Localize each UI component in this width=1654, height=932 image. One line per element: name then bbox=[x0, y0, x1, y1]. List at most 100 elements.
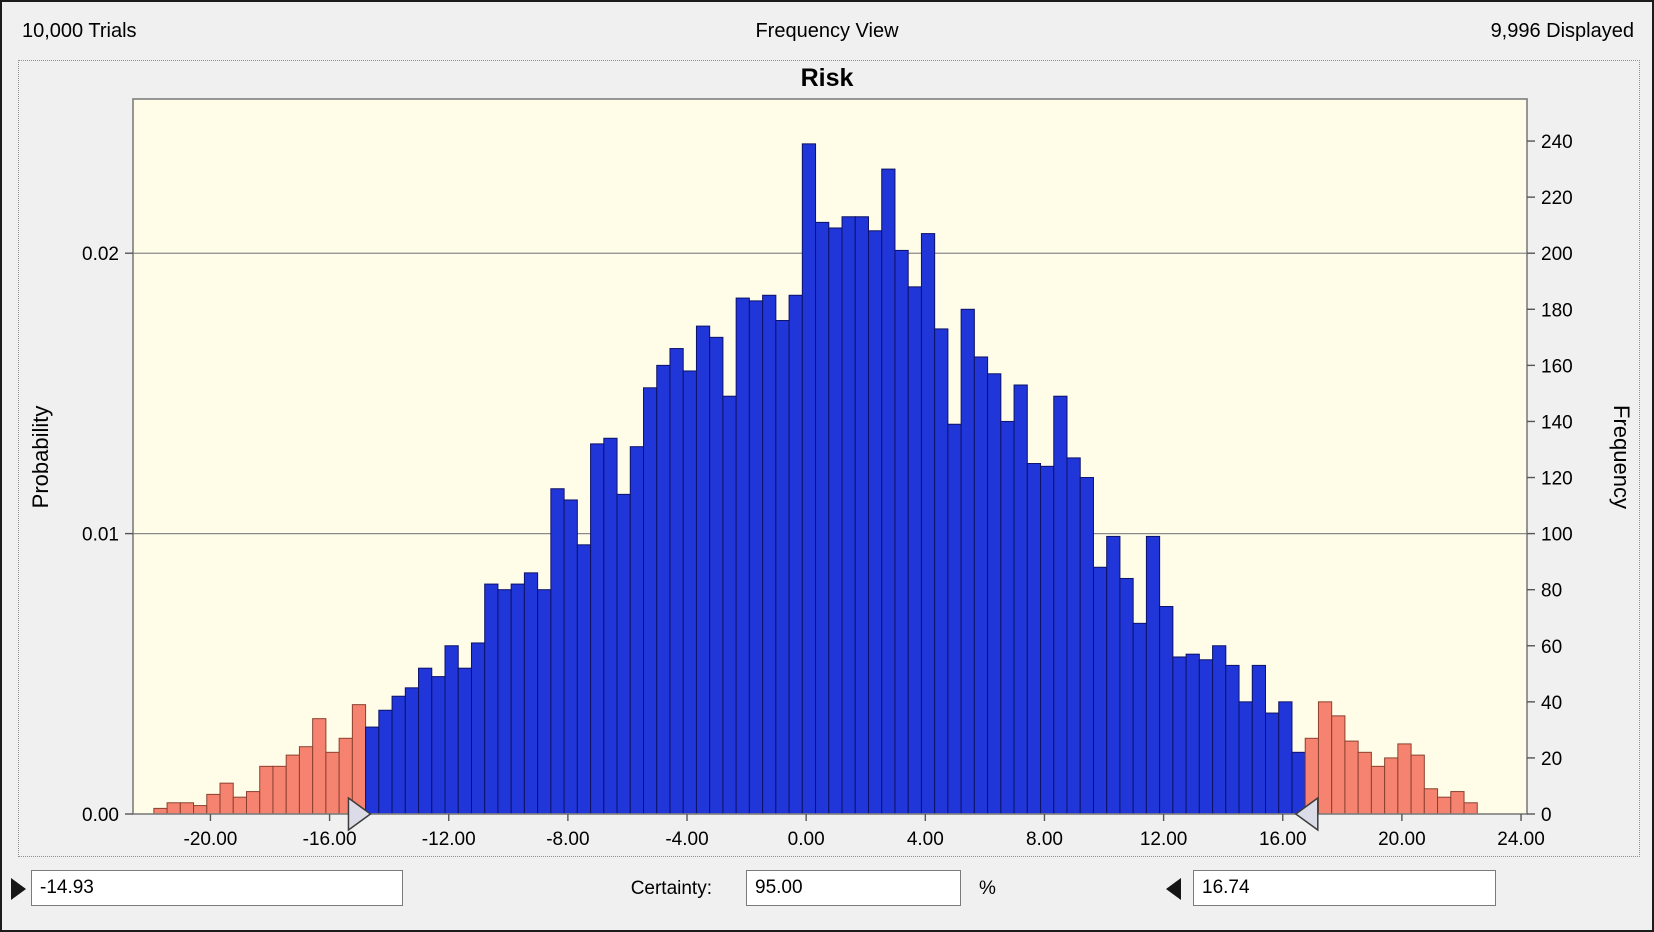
histogram-bar bbox=[987, 373, 1002, 815]
histogram-bar bbox=[1159, 606, 1174, 815]
histogram-bar bbox=[1384, 757, 1399, 815]
histogram-bar bbox=[245, 791, 261, 815]
x-axis-tick-label: 20.00 bbox=[1378, 829, 1426, 850]
histogram-bar bbox=[497, 589, 512, 815]
histogram-bar bbox=[616, 493, 631, 815]
histogram-bar bbox=[523, 572, 539, 815]
x-axis-tick-label: 0.00 bbox=[788, 829, 825, 850]
histogram-bar bbox=[1423, 788, 1439, 815]
histogram-bar bbox=[867, 230, 883, 815]
certainty-label: Certainty: bbox=[630, 878, 712, 899]
histogram-bar bbox=[232, 796, 247, 815]
histogram-bar bbox=[285, 754, 300, 815]
x-axis-tick-label: 24.00 bbox=[1497, 829, 1545, 850]
histogram-bar bbox=[1225, 664, 1240, 815]
histogram-bar bbox=[298, 746, 314, 815]
probability-axis-title: Probability bbox=[28, 406, 53, 509]
histogram-bar bbox=[695, 325, 711, 815]
x-axis-tick-label: -4.00 bbox=[665, 829, 708, 850]
histogram-bar bbox=[1000, 420, 1015, 815]
x-axis-tick-label: 4.00 bbox=[907, 829, 944, 850]
histogram-bar bbox=[325, 751, 340, 815]
histogram-bar bbox=[1172, 656, 1187, 815]
histogram-bar bbox=[312, 718, 327, 815]
histogram-bar bbox=[590, 443, 605, 815]
frequency-tick-label: 120 bbox=[1541, 469, 1573, 490]
certainty-input[interactable] bbox=[746, 870, 961, 906]
histogram-bar bbox=[1410, 754, 1425, 815]
histogram-bar bbox=[1119, 577, 1134, 815]
histogram-bar bbox=[166, 802, 181, 815]
percent-sign: % bbox=[979, 878, 996, 899]
x-axis-tick-label: 8.00 bbox=[1026, 829, 1063, 850]
histogram-bar bbox=[1145, 535, 1161, 815]
histogram-bar bbox=[1291, 751, 1306, 815]
histogram-bar bbox=[801, 143, 817, 815]
histogram-bar bbox=[378, 709, 393, 815]
histogram-bar bbox=[881, 168, 896, 815]
histogram-bar bbox=[643, 387, 658, 815]
plot-frame bbox=[132, 98, 1528, 815]
probability-tick-label: 0.00 bbox=[82, 805, 119, 826]
histogram-bar bbox=[1370, 765, 1386, 815]
histogram-bar bbox=[973, 356, 989, 815]
histogram-bar bbox=[1092, 566, 1108, 815]
certainty-handle-left[interactable] bbox=[347, 796, 372, 832]
histogram-bar bbox=[1106, 535, 1121, 815]
histogram-bar bbox=[1040, 465, 1055, 815]
histogram-bar bbox=[365, 726, 380, 815]
histogram-bar bbox=[656, 364, 671, 815]
histogram-bar bbox=[682, 370, 697, 815]
histogram-bar bbox=[272, 765, 287, 815]
histogram-bar bbox=[603, 437, 618, 815]
probability-tick-label: 0.01 bbox=[82, 525, 119, 546]
x-axis-tick-label: 12.00 bbox=[1140, 829, 1188, 850]
frequency-tick-label: 100 bbox=[1541, 525, 1573, 546]
histogram-bar bbox=[1397, 743, 1412, 815]
histogram-bar bbox=[762, 294, 777, 815]
histogram-bar bbox=[219, 782, 234, 815]
range-min-input[interactable] bbox=[31, 870, 403, 906]
histogram-bar bbox=[934, 328, 949, 815]
x-axis-tick-label: 16.00 bbox=[1259, 829, 1307, 850]
histogram-bar bbox=[960, 308, 975, 815]
status-bar: 10,000 Trials Frequency View 9,996 Displ… bbox=[2, 2, 1652, 60]
histogram-bar bbox=[418, 667, 433, 815]
histogram-bar bbox=[1437, 796, 1452, 815]
histogram-bar bbox=[854, 216, 869, 815]
histogram-bar bbox=[748, 300, 764, 815]
x-axis-tick-label: -20.00 bbox=[184, 829, 238, 850]
histogram-bar bbox=[470, 642, 486, 815]
certainty-handle-right[interactable] bbox=[1294, 796, 1319, 832]
frequency-tick-label: 160 bbox=[1541, 356, 1573, 377]
histogram-bar bbox=[404, 687, 420, 815]
histogram-bar bbox=[431, 676, 446, 815]
histogram-bar bbox=[1053, 395, 1068, 815]
histogram-bar bbox=[920, 233, 936, 815]
histogram-bar bbox=[563, 499, 578, 815]
histogram-bar bbox=[775, 320, 790, 815]
histogram-bar bbox=[444, 645, 459, 815]
certainty-controls: Certainty: % bbox=[2, 862, 1652, 918]
histogram-bar bbox=[457, 667, 472, 815]
histogram-bar bbox=[1185, 653, 1200, 815]
probability-tick-label: 0.02 bbox=[82, 244, 119, 265]
frequency-tick-label: 0 bbox=[1541, 805, 1552, 826]
histogram-bar bbox=[193, 805, 208, 815]
histogram-bar bbox=[206, 793, 221, 815]
histogram-bar bbox=[722, 395, 737, 815]
frequency-tick-label: 180 bbox=[1541, 300, 1573, 321]
histogram-bar bbox=[576, 544, 592, 815]
x-axis-tick-label: -16.00 bbox=[303, 829, 357, 850]
histogram-bar bbox=[709, 336, 724, 815]
range-max-input[interactable] bbox=[1193, 870, 1496, 906]
frequency-tick-label: 40 bbox=[1541, 693, 1562, 714]
histogram-bar bbox=[1278, 701, 1293, 815]
histogram-bar bbox=[1026, 463, 1042, 815]
histogram-bar bbox=[828, 227, 843, 815]
histogram-bar bbox=[1463, 802, 1478, 815]
histogram-bar bbox=[788, 294, 803, 815]
histogram-bar bbox=[1013, 384, 1028, 815]
